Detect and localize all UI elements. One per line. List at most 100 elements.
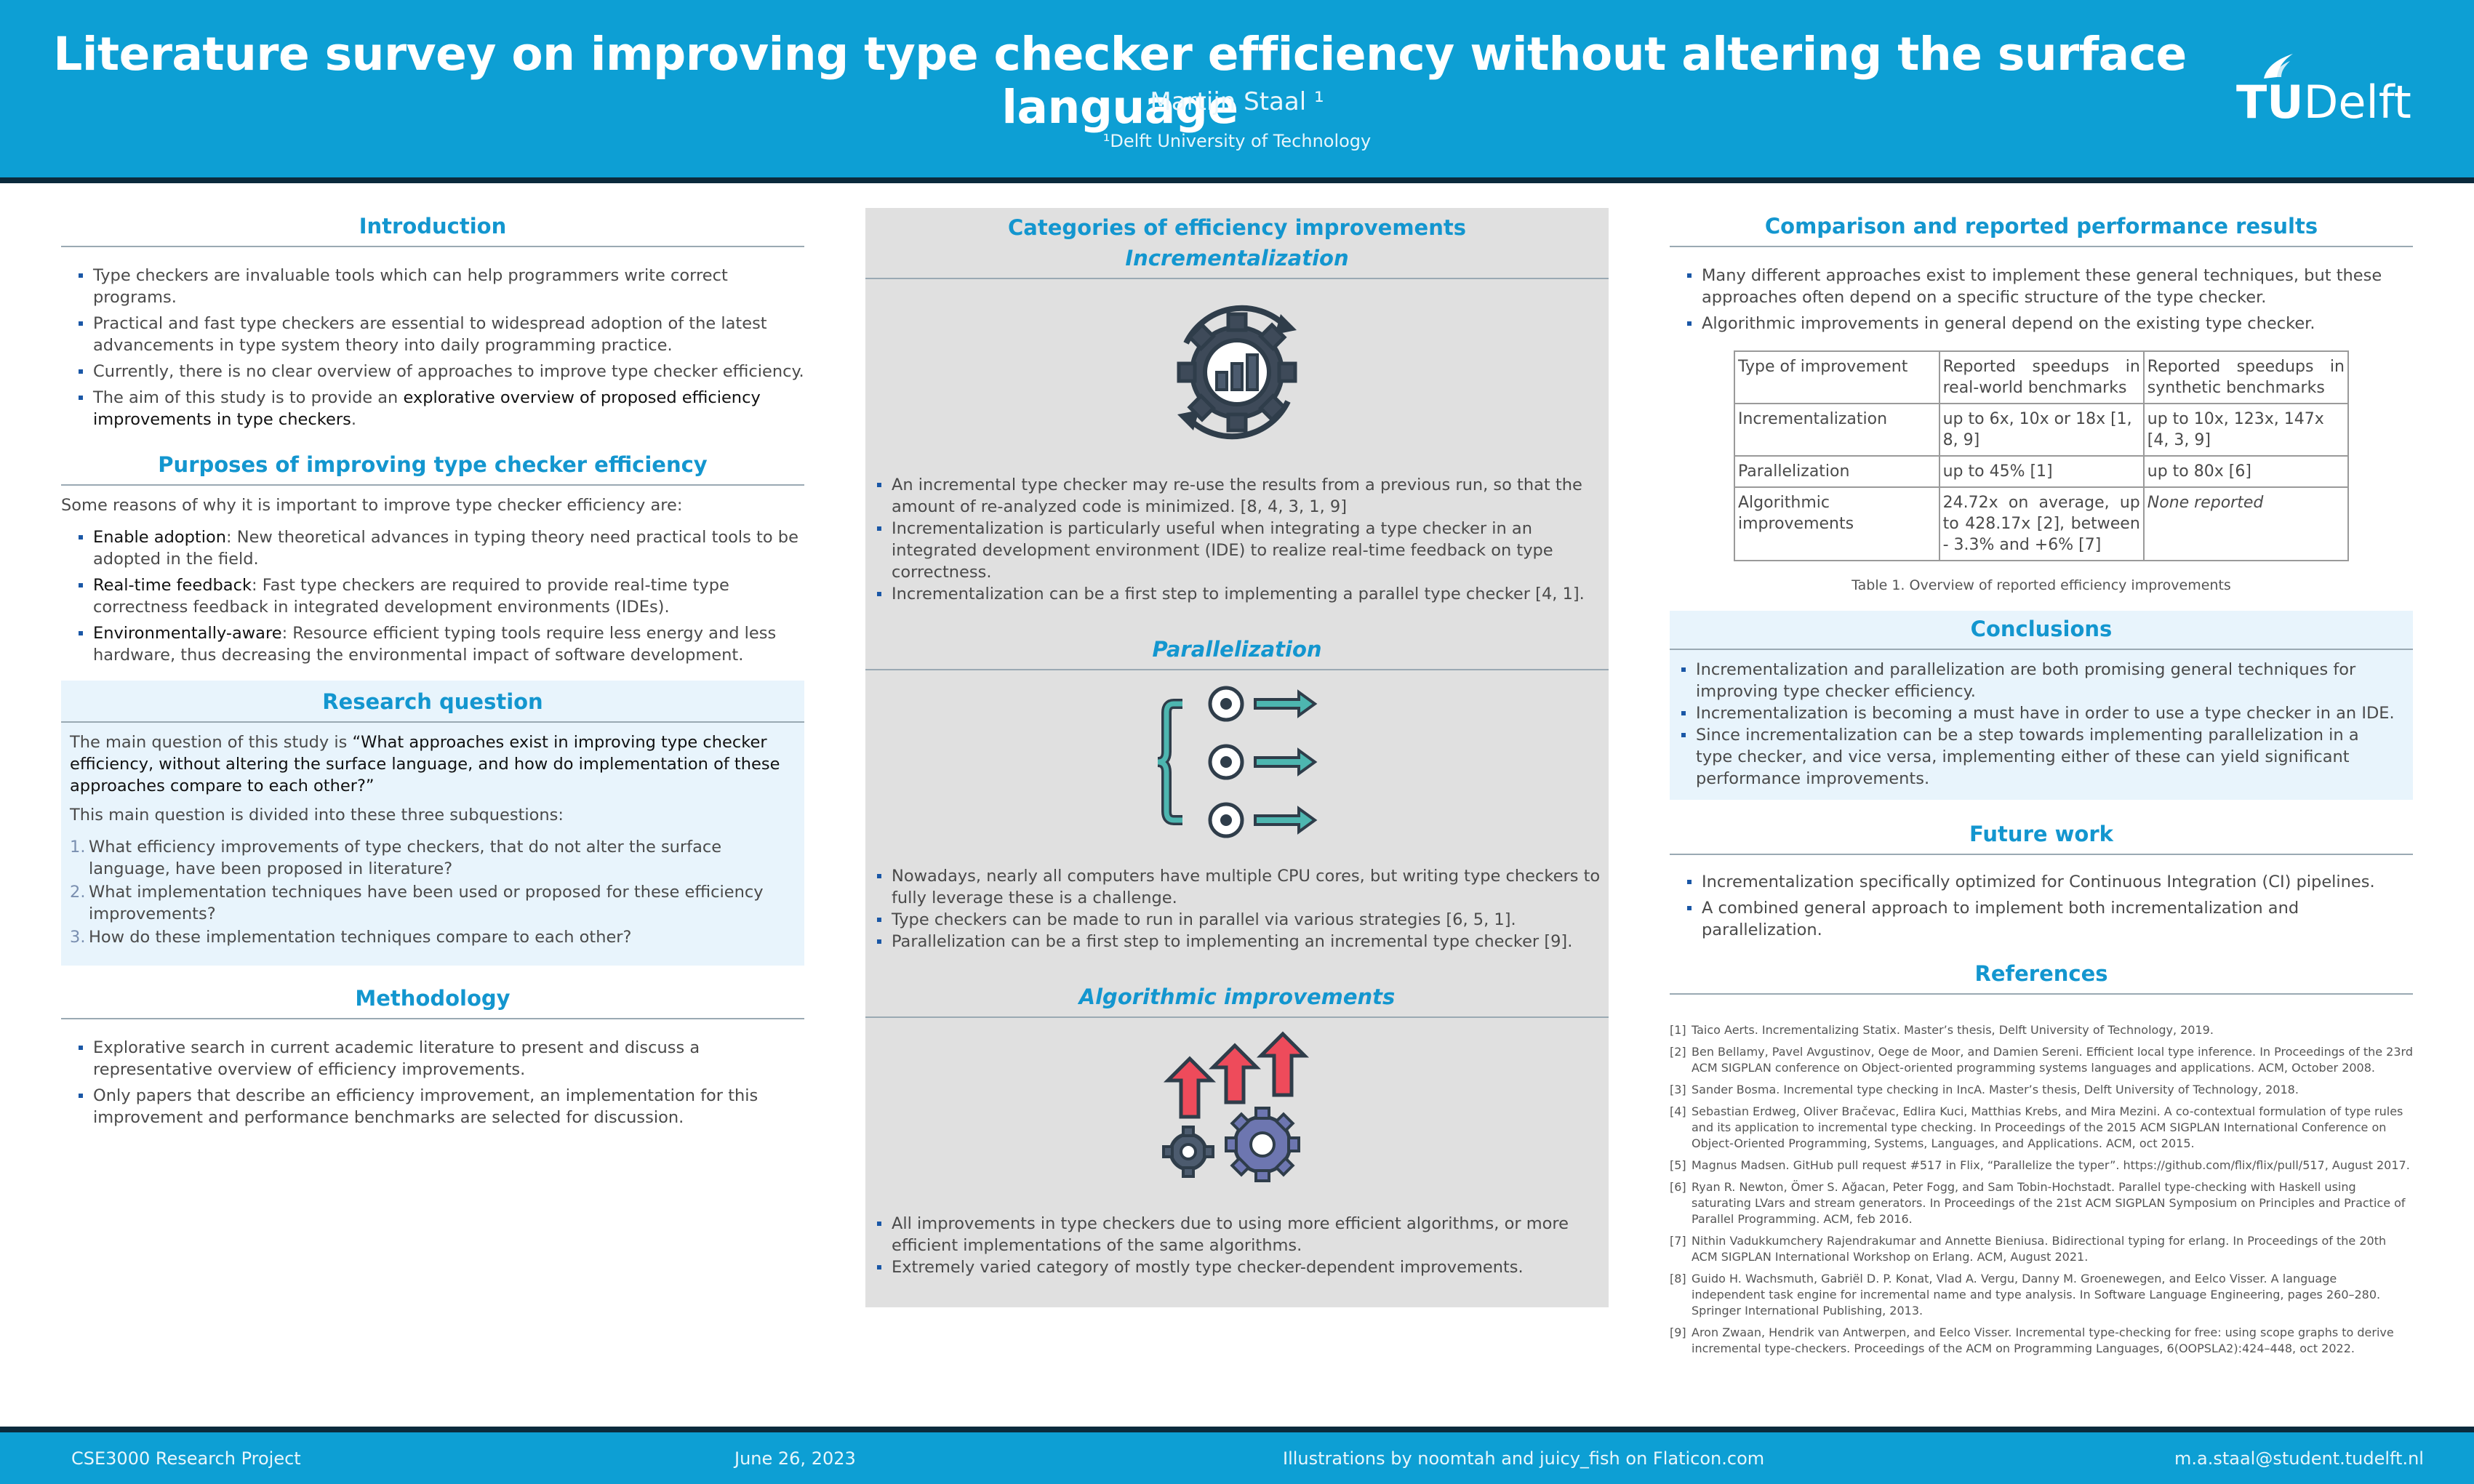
section-algorithmic: Algorithmic improvements xyxy=(865,982,1609,1278)
list-item: The aim of this study is to provide an e… xyxy=(79,387,804,430)
section-title: References xyxy=(1670,958,2413,995)
incrementalization-list: An incremental type checker may re-use t… xyxy=(865,474,1609,605)
subquestion-text: What implementation techniques have been… xyxy=(89,883,764,923)
rq-divided: This main question is divided into these… xyxy=(70,806,564,825)
table-header-row: Type of improvement Reported speedups in… xyxy=(1734,350,2350,404)
purpose-key: Environmentally-aware xyxy=(93,624,282,643)
footer-course: CSE3000 Research Project xyxy=(71,1448,301,1469)
list-item: Explorative search in current academic l… xyxy=(79,1037,804,1080)
column-right: Comparison and reported performance resu… xyxy=(1670,211,2413,1363)
list-item: Since incrementalization can be a step t… xyxy=(1681,724,2398,790)
list-item: A combined general approach to implement… xyxy=(1687,897,2413,941)
purposes-intro: Some reasons of why it is important to i… xyxy=(61,496,683,515)
table-row: Algorithmic improvements 24.72x on avera… xyxy=(1734,486,2350,561)
subquestion-number: 1. xyxy=(70,838,86,857)
table-cell: Parallelization xyxy=(1734,455,1940,488)
section-title: Future work xyxy=(1670,819,2413,855)
aim-highlight: explorative overview of proposed efficie… xyxy=(93,388,761,429)
reference-text: Ben Bellamy, Pavel Avgustinov, Oege de M… xyxy=(1692,1045,2413,1075)
purpose-key: Enable adoption xyxy=(93,528,227,547)
list-item: Real-time feedback: Fast type checkers a… xyxy=(79,574,804,618)
references-list: [1] Taico Aerts. Incrementalizing Statix.… xyxy=(1670,1022,2413,1357)
reference-text: Guido H. Wachsmuth, Gabriël D. P. Konat,… xyxy=(1692,1272,2381,1317)
reference-number: [1] xyxy=(1670,1023,1686,1037)
footer-divider xyxy=(0,1427,2474,1432)
list-item: Environmentally-aware: Resource efficien… xyxy=(79,622,804,666)
research-question-text: The main question of this study is “What… xyxy=(70,731,796,797)
section-methodology: Methodology Explorative search in curren… xyxy=(61,983,804,1128)
table-row: Incrementalization up to 6x, 10x or 18x … xyxy=(1734,403,2350,457)
header-divider xyxy=(0,177,2474,183)
table-cell: 24.72x on average, up to 428.17x [2], be… xyxy=(1938,486,2145,561)
subquestion-text: How do these implementation techniques c… xyxy=(89,928,632,947)
list-item: An incremental type checker may re-use t… xyxy=(877,474,1601,518)
algorithmic-list: All improvements in type checkers due to… xyxy=(865,1213,1609,1278)
reference-item: [2] Ben Bellamy, Pavel Avgustinov, Oege d… xyxy=(1670,1044,2413,1076)
subsection-title: Incrementalization xyxy=(865,243,1609,279)
parallel-gears-arrows-icon xyxy=(1157,686,1318,838)
subsection-title: Algorithmic improvements xyxy=(865,982,1609,1018)
purpose-text: : Resource efficient typing tools requir… xyxy=(93,624,777,665)
list-item: Parallelization can be a first step to i… xyxy=(877,931,1601,952)
purposes-list: Enable adoption: New theoretical advance… xyxy=(61,526,804,666)
reference-text: Ryan R. Newton, Ömer S. Ağacan, Peter Fo… xyxy=(1692,1180,2406,1226)
reference-number: [3] xyxy=(1670,1083,1686,1096)
parallelization-illustration xyxy=(865,670,1609,859)
list-item: Incrementalization can be a first step t… xyxy=(877,583,1601,605)
reference-item: [3] Sander Bosma. Incremental type checki… xyxy=(1670,1082,2413,1098)
list-item: Practical and fast type checkers are ess… xyxy=(79,313,804,356)
rq-main: “What approaches exist in improving type… xyxy=(70,733,780,795)
section-research-question: Research question The main question of t… xyxy=(61,681,804,966)
table-cell: Incrementalization xyxy=(1734,403,1940,457)
subquestion: 3. How do these implementation techniques… xyxy=(70,926,796,948)
section-title: Conclusions xyxy=(1670,614,2413,650)
aim-suffix: . xyxy=(351,410,356,429)
footer-email[interactable]: m.a.staal@student.tudelft.nl xyxy=(2174,1448,2424,1469)
introduction-list: Type checkers are invaluable tools which… xyxy=(61,265,804,430)
reference-number: [2] xyxy=(1670,1045,1686,1059)
section-conclusions: Conclusions Incrementalization and paral… xyxy=(1670,611,2413,800)
subquestion-number: 3. xyxy=(70,928,86,947)
methodology-list: Explorative search in current academic l… xyxy=(61,1037,804,1128)
tudelft-logo: TUDelft xyxy=(2236,51,2425,131)
list-item: Currently, there is no clear overview of… xyxy=(79,362,804,381)
subquestion: 1. What efficiency improvements of type c… xyxy=(70,836,796,880)
gear-refresh-chart-icon xyxy=(1177,305,1297,440)
parallelization-list: Nowadays, nearly all computers have mult… xyxy=(865,865,1609,952)
section-future-work: Future work Incrementalization specifica… xyxy=(1670,819,2413,941)
logo-tu: TU xyxy=(2236,76,2304,129)
table-cell: up to 80x [6] xyxy=(2142,455,2350,488)
reference-item: [6] Ryan R. Newton, Ömer S. Ağacan, Peter… xyxy=(1670,1179,2413,1227)
section-parallelization: Parallelization xyxy=(865,634,1609,952)
table-cell: up to 45% [1] xyxy=(1938,455,2145,488)
table-row: Parallelization up to 45% [1] up to 80x … xyxy=(1734,455,2350,488)
footer-date: June 26, 2023 xyxy=(734,1448,856,1469)
section-title: Methodology xyxy=(61,983,804,1019)
section-introduction: Introduction Type checkers are invaluabl… xyxy=(61,211,804,430)
reference-number: [5] xyxy=(1670,1158,1686,1172)
reference-item: [7] Nithin Vadukkumchery Rajendrakumar an… xyxy=(1670,1233,2413,1265)
list-item: Enable adoption: New theoretical advance… xyxy=(79,526,804,570)
column-middle: Categories of efficiency improvements In… xyxy=(865,208,1609,1307)
list-item: Type checkers are invaluable tools which… xyxy=(79,265,804,308)
reference-text: Sander Bosma. Incremental type checking … xyxy=(1692,1083,2299,1096)
list-item: Incrementalization is becoming a must ha… xyxy=(1681,702,2398,724)
section-references: References [1] Taico Aerts. Incrementaliz… xyxy=(1670,958,2413,1357)
list-item: Only papers that describe an efficiency … xyxy=(79,1085,804,1128)
subsection-title: Parallelization xyxy=(865,634,1609,670)
purpose-text: : New theoretical advances in typing the… xyxy=(93,528,798,569)
results-table: Type of improvement Reported speedups in… xyxy=(1734,350,2350,561)
footer-credits: Illustrations by noomtah and juicy_fish … xyxy=(1283,1448,1765,1469)
reference-item: [5] Magnus Madsen. GitHub pull request #5… xyxy=(1670,1158,2413,1174)
flame-icon xyxy=(2264,54,2293,79)
section-title: Research question xyxy=(61,686,804,723)
list-item: Incrementalization specifically optimize… xyxy=(1687,871,2413,893)
subquestion-number: 2. xyxy=(70,883,86,902)
subquestion: 2. What implementation techniques have be… xyxy=(70,881,796,925)
section-title: Purposes of improving type checker effic… xyxy=(61,449,804,486)
table-caption: Table 1. Overview of reported efficiency… xyxy=(1852,577,2231,593)
reference-number: [4] xyxy=(1670,1104,1686,1118)
subquestion-text: What efficiency improvements of type che… xyxy=(89,838,722,878)
aim-prefix: The aim of this study is to provide an xyxy=(93,388,404,407)
reference-text: Magnus Madsen. GitHub pull request #517 … xyxy=(1692,1158,2410,1172)
